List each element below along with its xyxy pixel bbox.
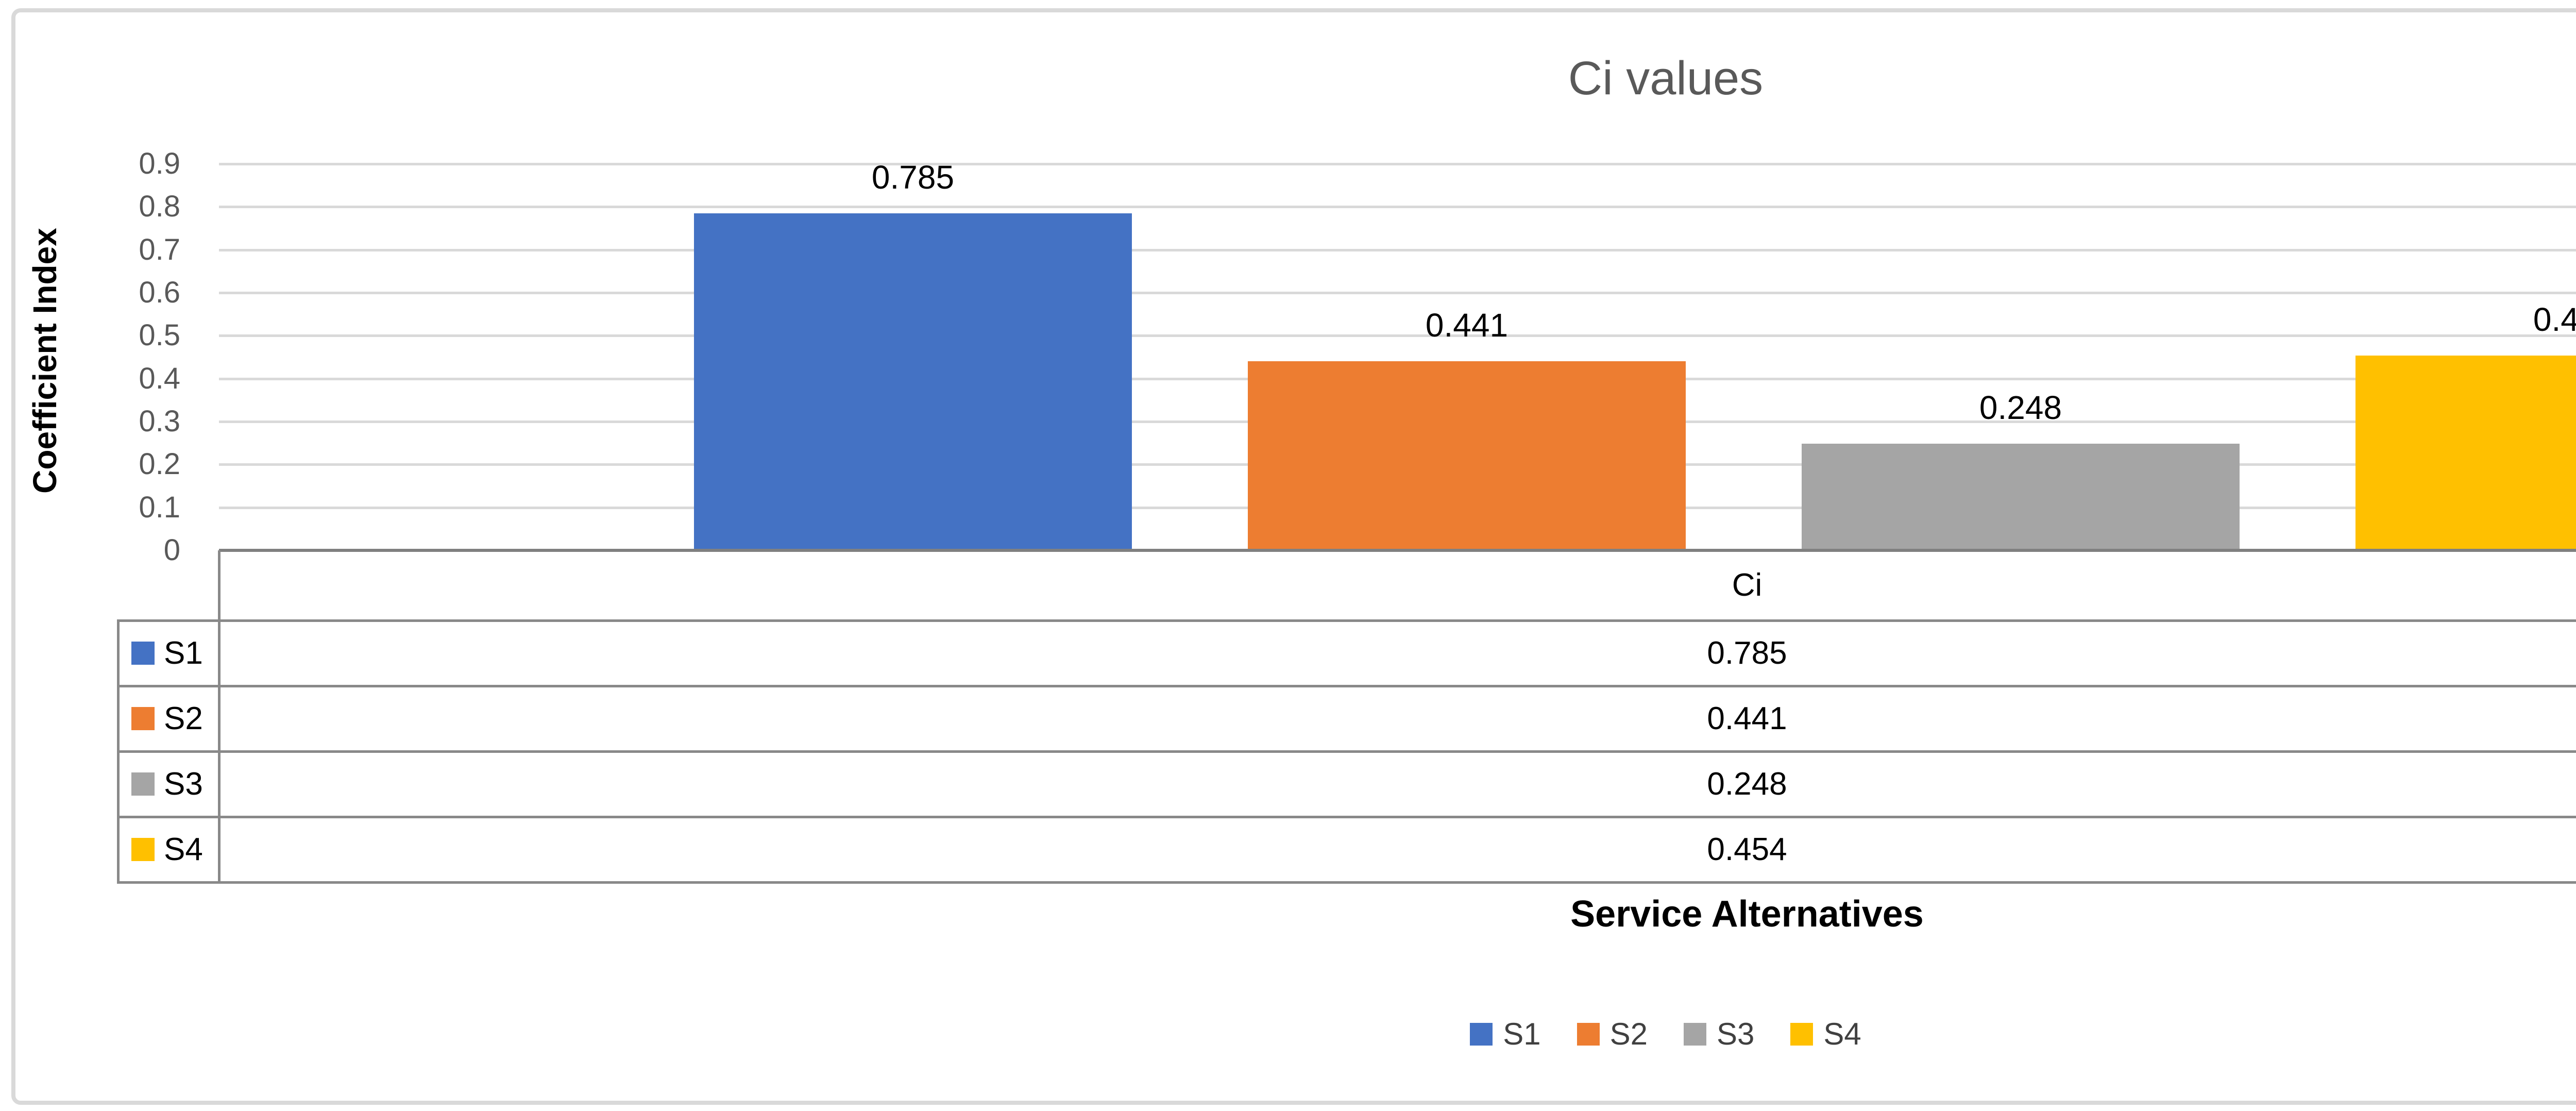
series-key-label: S3	[164, 766, 203, 802]
series-key-swatch-S1	[131, 642, 155, 665]
bar-value-label-S3: 0.248	[1979, 389, 2062, 426]
data-table-key-S2: S2	[131, 686, 203, 751]
data-table-value-S1: 0.785	[1707, 635, 1787, 671]
legend-label: S2	[1609, 1017, 1648, 1051]
data-table-value-S4: 0.454	[1707, 831, 1787, 867]
table-border	[117, 816, 2576, 818]
y-axis-tick-label: 0.7	[139, 232, 180, 266]
data-table-key-S3: S3	[131, 751, 203, 817]
legend-item-S2[interactable]: S2	[1577, 1018, 1648, 1051]
legend-label: S4	[1823, 1017, 1861, 1051]
bar-S3[interactable]	[1802, 444, 2240, 550]
table-border	[117, 620, 120, 882]
series-key-swatch-S4	[131, 838, 155, 861]
y-axis-tick-label: 0.5	[139, 318, 180, 352]
legend-label: S3	[1717, 1017, 1755, 1051]
gridline	[219, 248, 2576, 251]
data-table-value-S2: 0.441	[1707, 700, 1787, 736]
bar-value-label-S4: 0.454	[2533, 301, 2576, 338]
chart-area-frame	[11, 8, 2576, 1105]
bar-S1[interactable]	[694, 213, 1132, 550]
legend-swatch-S4	[1790, 1023, 1814, 1046]
legend-item-S1[interactable]: S1	[1470, 1017, 1541, 1051]
series-key-label: S1	[164, 635, 203, 671]
table-border	[117, 619, 2576, 622]
gridline	[219, 292, 2576, 294]
legend-item-S3[interactable]: S3	[1684, 1018, 1754, 1051]
chart-title[interactable]: Ci values	[1568, 52, 1764, 105]
y-axis-tick-label: 0.9	[139, 147, 180, 180]
bar-S2[interactable]	[1248, 361, 1686, 550]
gridline	[219, 334, 2576, 338]
gridline	[219, 206, 2576, 209]
legend-swatch-S1	[1470, 1023, 1493, 1046]
bar-value-label-S2: 0.441	[1425, 307, 1509, 344]
legend-swatch-S3	[1684, 1023, 1706, 1046]
chart-legend: S1 S2 S3 S4	[0, 1011, 2576, 1057]
x-axis-line	[219, 549, 2576, 552]
legend-item-S4[interactable]: S4	[1790, 1018, 1861, 1051]
legend-swatch-S2	[1577, 1023, 1600, 1046]
data-table-value-S3: 0.248	[1707, 766, 1787, 802]
y-axis-tick-label: 0.4	[139, 361, 180, 395]
legend-label: S1	[1503, 1017, 1541, 1051]
data-table-key-S1: S1	[131, 620, 203, 686]
data-table-header-cell: Ci	[1732, 567, 1762, 603]
y-axis-tick-label: 0.8	[139, 190, 180, 224]
gridline	[219, 163, 2576, 165]
table-border	[117, 750, 2576, 753]
x-axis-title[interactable]: Service Alternatives	[1570, 894, 1924, 935]
y-axis-tick-label: 0	[163, 533, 180, 567]
y-axis-tick-label: 0.3	[139, 405, 180, 438]
bar-S4[interactable]	[2355, 356, 2576, 550]
y-axis-title[interactable]: Coefficient Index	[26, 228, 63, 494]
y-axis-tick-label: 0.1	[139, 490, 180, 524]
table-border	[218, 550, 221, 882]
table-border	[117, 685, 2576, 687]
y-axis-tick-label: 0.2	[139, 447, 180, 481]
table-border	[117, 881, 2576, 884]
y-axis-tick-label: 0.6	[139, 276, 180, 309]
series-key-label: S4	[164, 832, 203, 867]
series-key-swatch-S2	[131, 707, 155, 730]
bar-value-label-S1: 0.785	[871, 159, 955, 196]
series-key-swatch-S3	[131, 772, 155, 796]
series-key-label: S2	[164, 701, 203, 736]
data-table-key-S4: S4	[131, 817, 203, 882]
